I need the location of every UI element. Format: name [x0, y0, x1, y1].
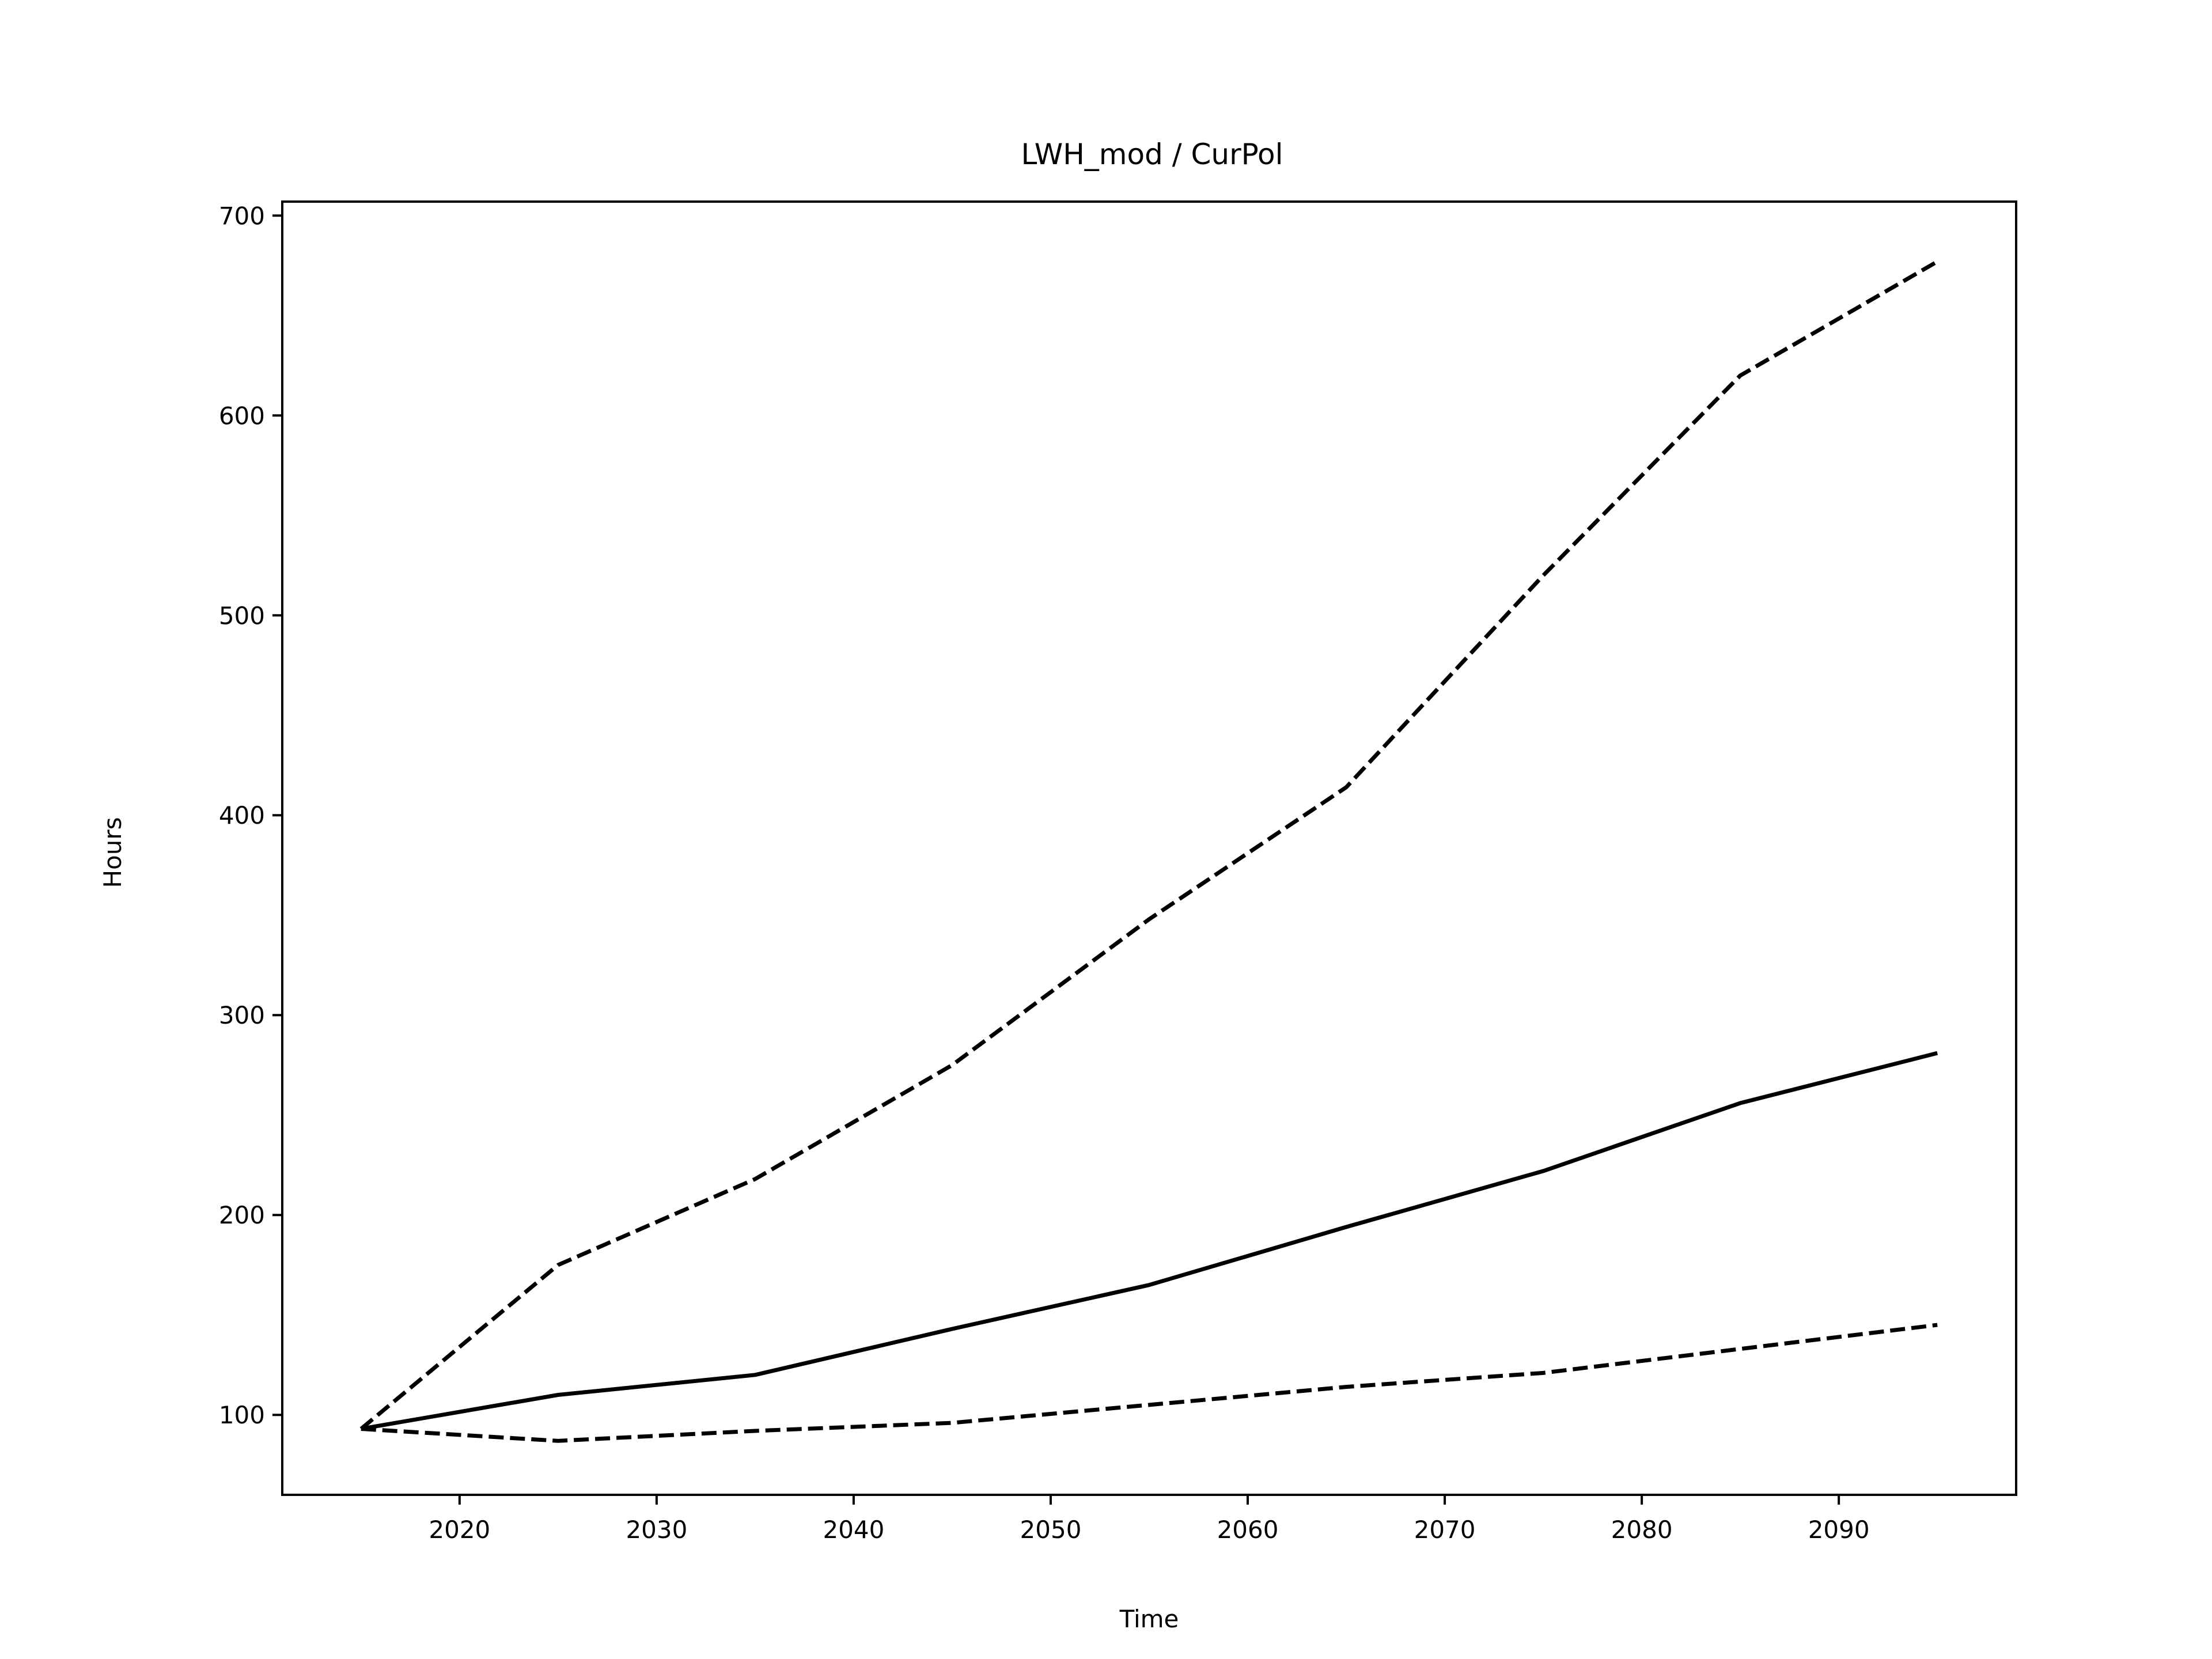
x-tick-label: 2040: [823, 1516, 884, 1544]
x-tick-label: 2060: [1217, 1516, 1279, 1544]
tick-layer: 2020 2030 2040 2050 2060 2070 2080 2090 100 200 30…: [219, 202, 1870, 1544]
y-tick-label: 100: [219, 1401, 265, 1429]
series-layer: [359, 260, 1938, 1443]
x-tick-label: 2050: [1020, 1516, 1082, 1544]
x-tick-label: 2030: [626, 1516, 687, 1544]
y-tick-label: 600: [219, 402, 265, 430]
plot-frame: [281, 200, 2017, 1496]
series-line-3: [361, 1323, 1938, 1443]
y-tick-label: 400: [219, 801, 265, 830]
y-tick-label: 500: [219, 601, 265, 630]
x-tick-label: 2090: [1808, 1516, 1870, 1544]
y-tick-label: 200: [219, 1201, 265, 1229]
y-tick-label: 700: [219, 202, 265, 230]
y-axis-label: Hours: [99, 817, 127, 888]
series-line-2: [361, 1051, 1938, 1431]
y-tick-label: 300: [219, 1001, 265, 1029]
chart-title: LWH_mod / CurPol: [1021, 138, 1283, 171]
x-tick-label: 2080: [1611, 1516, 1673, 1544]
series-line-1: [359, 260, 1938, 1431]
x-tick-label: 2020: [429, 1516, 490, 1544]
x-tick-label: 2070: [1414, 1516, 1476, 1544]
x-axis-label: Time: [1119, 1605, 1179, 1633]
